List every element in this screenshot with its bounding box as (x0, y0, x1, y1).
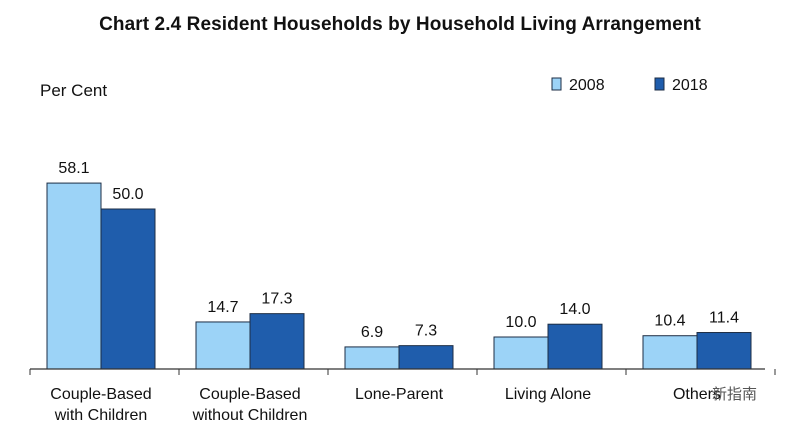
bar-2008-2 (344, 346, 400, 370)
bar-2008-3 (493, 336, 549, 370)
value-label-2008-2: 6.9 (361, 324, 383, 341)
category-label-1: Couple-Based (199, 386, 300, 403)
category-label-1-line2: without Children (192, 407, 308, 424)
category-label-2: Lone-Parent (355, 386, 444, 403)
bar-2018-0 (100, 208, 156, 370)
legend-swatch-2008 (551, 77, 562, 91)
bars-group (46, 182, 752, 370)
bar-2018-3 (547, 323, 603, 370)
value-labels-group: 58.1 50.0 14.7 17.3 6.9 7.3 10.0 14.0 10.4 11.4 (58, 160, 739, 341)
category-label-0: Couple-Based (50, 386, 151, 403)
bar-2018-1 (249, 313, 305, 370)
value-label-2008-3: 10.0 (505, 314, 536, 331)
axis-group (29, 368, 776, 375)
value-label-2008-0: 58.1 (58, 160, 89, 177)
chart-title: Chart 2.4 Resident Households by Househo… (99, 14, 701, 35)
value-label-2018-3: 14.0 (559, 301, 590, 318)
legend-label-2008: 2008 (569, 77, 605, 94)
value-label-2008-4: 10.4 (654, 313, 685, 330)
category-label-4: Others (673, 386, 721, 403)
legend: 2008 2018 (551, 77, 708, 94)
value-label-2018-2: 7.3 (415, 323, 437, 340)
category-labels-group: Couple-Based with Children Couple-Based wit… (50, 386, 721, 424)
bar-2008-4 (642, 335, 698, 370)
value-label-2018-0: 50.0 (112, 186, 143, 203)
category-label-3: Living Alone (505, 386, 591, 403)
legend-label-2018: 2018 (672, 77, 708, 94)
category-label-0-line2: with Children (54, 407, 147, 424)
bar-2008-1 (195, 321, 251, 370)
bar-2008-0 (46, 182, 102, 370)
bar-2018-4 (696, 332, 752, 370)
value-label-2008-1: 14.7 (207, 299, 238, 316)
bar-2018-2 (398, 345, 454, 370)
y-axis-label: Per Cent (40, 81, 107, 100)
legend-swatch-2018 (654, 77, 665, 91)
value-label-2018-4: 11.4 (709, 310, 739, 327)
watermark-text: 新指南 (712, 385, 757, 403)
value-label-2018-1: 17.3 (261, 291, 292, 308)
